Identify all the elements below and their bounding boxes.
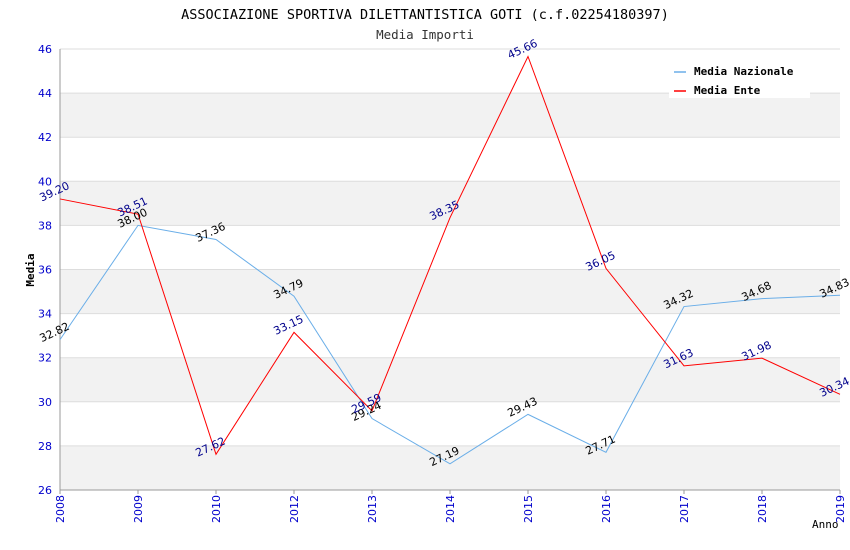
x-tick-labels: 2008 2009 2010 2012 2013 2014 2015 2016 2017 2018… <box>54 490 847 523</box>
y-tick-label: 46 <box>38 43 52 56</box>
grid-band <box>60 225 840 270</box>
chart-subtitle: Media Importi <box>376 27 474 42</box>
x-tick-label: 2008 <box>54 495 67 523</box>
background-bands <box>60 49 840 490</box>
grid-band <box>60 401 840 446</box>
x-tick-label: 2009 <box>132 495 145 523</box>
x-tick-label: 2014 <box>444 495 457 523</box>
x-tick-label: 2015 <box>522 495 535 523</box>
legend-box <box>669 60 810 98</box>
y-tick-labels: 26 28 30 32 34 36 38 40 42 44 46 <box>38 43 52 497</box>
y-tick-label: 44 <box>38 87 52 100</box>
x-tick-label: 2013 <box>366 495 379 523</box>
grid-band <box>60 313 840 358</box>
grid-band <box>60 269 840 314</box>
y-tick-label: 28 <box>38 440 52 453</box>
series-line-media-ente <box>59 55 841 456</box>
x-tick-label: 2012 <box>288 495 301 523</box>
chart-title: ASSOCIAZIONE SPORTIVA DILETTANTISTICA GO… <box>181 7 669 23</box>
series-lines <box>59 55 841 465</box>
grid-band <box>60 445 840 490</box>
y-tick-label: 34 <box>38 308 52 321</box>
y-tick-label: 30 <box>38 396 52 409</box>
y-axis-label: Media <box>24 253 37 286</box>
y-tick-label: 32 <box>38 352 52 365</box>
x-axis-label: Anno <box>812 518 839 531</box>
legend-label-media-ente: Media Ente <box>694 84 761 97</box>
y-tick-label: 40 <box>38 175 52 188</box>
grid-band <box>60 357 840 402</box>
series-line-media-nazionale <box>59 224 841 465</box>
x-tick-label: 2019 <box>834 495 847 523</box>
x-tick-label: 2010 <box>210 495 223 523</box>
y-tick-label: 26 <box>38 484 52 497</box>
grid-band <box>60 137 840 182</box>
grid-band <box>60 93 840 138</box>
legend: Media Nazionale Media Ente <box>669 60 810 98</box>
x-tick-label: 2018 <box>756 495 769 523</box>
legend-label-media-nazionale: Media Nazionale <box>694 65 794 78</box>
y-tick-label: 42 <box>38 131 52 144</box>
y-tick-label: 38 <box>38 219 52 232</box>
y-tick-label: 36 <box>38 264 52 277</box>
x-tick-label: 2016 <box>600 495 613 523</box>
x-tick-label: 2017 <box>678 495 691 523</box>
